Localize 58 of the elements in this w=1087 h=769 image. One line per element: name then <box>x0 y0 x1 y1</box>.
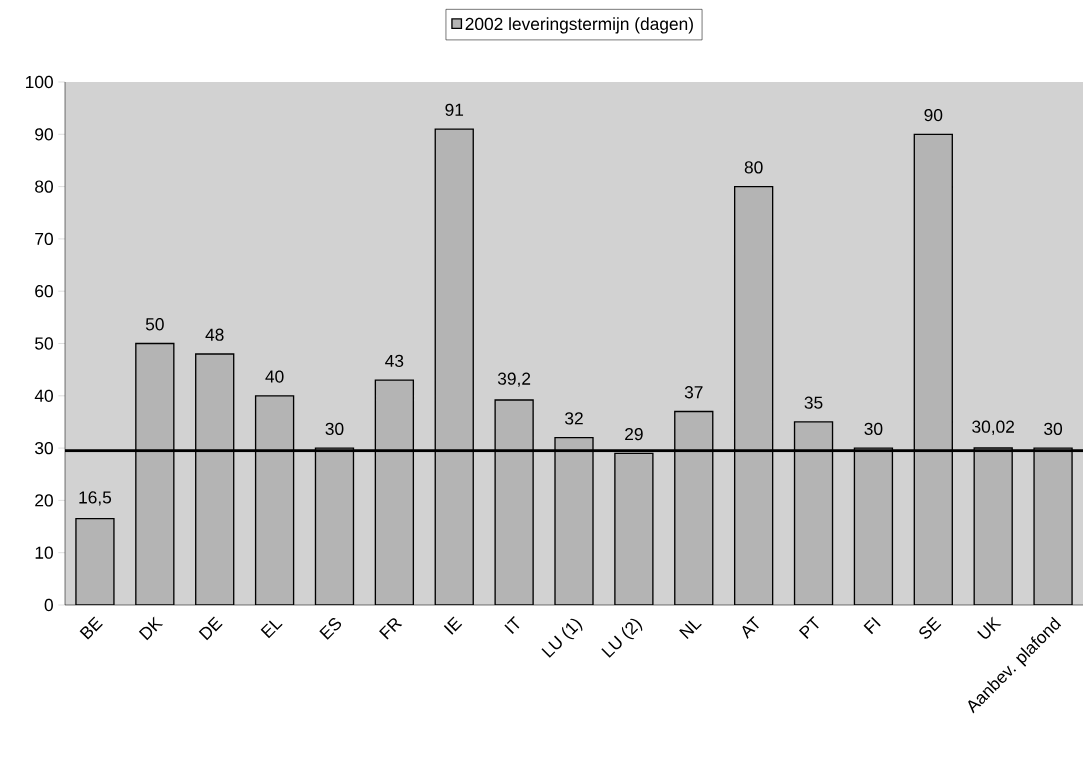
bar <box>374 379 415 605</box>
x-tick-label: IE <box>443 616 463 635</box>
bar <box>135 342 175 605</box>
bar <box>733 185 774 605</box>
bar <box>674 410 714 605</box>
data-label: 48 <box>205 328 224 341</box>
bar <box>254 395 295 605</box>
bar <box>75 518 115 605</box>
bar <box>793 421 834 605</box>
data-label: 30,02 <box>972 420 1014 435</box>
bar <box>614 452 654 605</box>
data-label: 30 <box>1044 422 1063 435</box>
y-tick-label: 10 <box>35 546 53 559</box>
x-tick-label: PT <box>798 616 819 639</box>
y-tick-label: 70 <box>35 232 53 246</box>
x-tick-label: SE <box>919 616 942 639</box>
x-tick-label: DE <box>198 616 223 641</box>
data-label: 30 <box>864 422 883 435</box>
bar <box>195 353 235 605</box>
y-tick-label: 80 <box>35 180 53 193</box>
data-label: 35 <box>804 396 823 409</box>
data-label: 50 <box>145 318 164 331</box>
data-label: 30 <box>325 422 344 435</box>
data-label: 91 <box>445 103 464 116</box>
data-label: 39,2 <box>497 372 531 387</box>
x-tick-label: LU (2) <box>601 618 643 658</box>
y-tick-label: 60 <box>35 285 53 298</box>
x-tick-label: IT <box>504 616 520 635</box>
bar <box>554 436 594 605</box>
y-tick-label: 0 <box>44 598 53 612</box>
x-tick-label: UK <box>977 616 1002 639</box>
data-label: 40 <box>265 370 284 383</box>
data-label: 43 <box>385 354 404 367</box>
bar <box>434 128 474 605</box>
x-tick-label: NL <box>679 620 702 639</box>
data-label: 90 <box>924 108 943 122</box>
x-tick-label: FI <box>863 616 881 635</box>
y-tick-label: 90 <box>35 128 53 141</box>
x-tick-label: DK <box>138 616 164 641</box>
legend-label: 2002 leveringstermijn (dagen) <box>465 17 693 34</box>
x-tick-label: FR <box>379 618 403 640</box>
x-tick-label: ES <box>319 618 342 640</box>
y-tick-label: 20 <box>35 494 53 507</box>
y-tick-label: 50 <box>35 337 53 350</box>
y-tick-label: 100 <box>26 75 53 89</box>
x-tick-label: EL <box>260 620 283 639</box>
data-label: 80 <box>744 161 763 174</box>
x-tick-label: AT <box>742 616 759 639</box>
data-label: 37 <box>684 386 703 399</box>
data-label: 32 <box>565 412 583 425</box>
bar <box>494 399 534 605</box>
data-label: 29 <box>625 427 643 441</box>
y-tick-label: 30 <box>35 441 53 455</box>
x-tick-label: BE <box>79 616 103 640</box>
y-tick-label: 40 <box>34 389 53 402</box>
data-label: 16,5 <box>79 491 112 506</box>
x-tick-label: LU (1) <box>541 618 583 658</box>
bar <box>913 133 953 605</box>
